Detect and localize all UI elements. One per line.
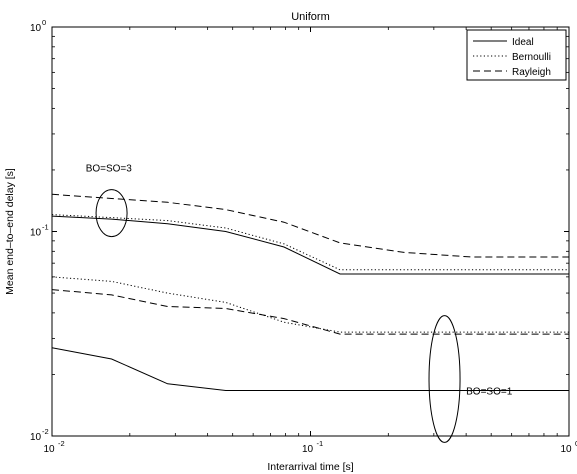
chart-title: Uniform xyxy=(291,11,330,23)
series-line-bernoulli-bo-so-3 xyxy=(51,214,569,271)
y-tick-exponent: -1 xyxy=(42,223,49,232)
y-tick-label: 10 xyxy=(30,228,42,239)
legend-box xyxy=(466,29,567,81)
x-tick-label: 10 xyxy=(560,444,572,455)
annotation-ellipse xyxy=(428,315,461,443)
series-line-rayleigh-bo-so-3 xyxy=(51,193,569,258)
legend-label-ideal: Ideal xyxy=(512,37,534,48)
x-tick-exponent: -1 xyxy=(317,439,324,448)
plot-frame xyxy=(51,26,570,437)
legend-label-bernoulli: Bernoulli xyxy=(512,52,551,63)
x-tick-exponent: -2 xyxy=(58,439,65,448)
y-tick-exponent: -2 xyxy=(42,427,49,436)
y-tick-label: 10 xyxy=(30,432,42,443)
series-line-bernoulli-bo-so-1 xyxy=(51,276,569,333)
y-axis-label: Mean end–to–end delay [s] xyxy=(4,168,16,295)
legend: Ideal Bernoulli Rayleigh xyxy=(466,29,567,81)
legend-label-rayleigh: Rayleigh xyxy=(512,67,551,78)
annotations: BO=SO=3 BO=SO=1 xyxy=(86,164,513,443)
x-axis-label: Interarrival time [s] xyxy=(267,461,353,473)
series-line-ideal-bo-so-1 xyxy=(51,347,569,391)
annotation-ellipse xyxy=(95,189,128,238)
y-tick-label: 10 xyxy=(30,23,42,34)
annotation-label: BO=SO=3 xyxy=(86,164,133,175)
series-line-ideal-bo-so-3 xyxy=(51,215,569,275)
plot-lines xyxy=(51,193,569,391)
series-line-rayleigh-bo-so-1 xyxy=(51,289,569,335)
x-tick-label: 10 xyxy=(302,444,314,455)
annotation-label: BO=SO=1 xyxy=(466,386,513,397)
x-tick-exponent: 0 xyxy=(575,439,577,448)
x-tick-label: 10 xyxy=(43,444,55,455)
y-tick-exponent: 0 xyxy=(42,18,46,27)
